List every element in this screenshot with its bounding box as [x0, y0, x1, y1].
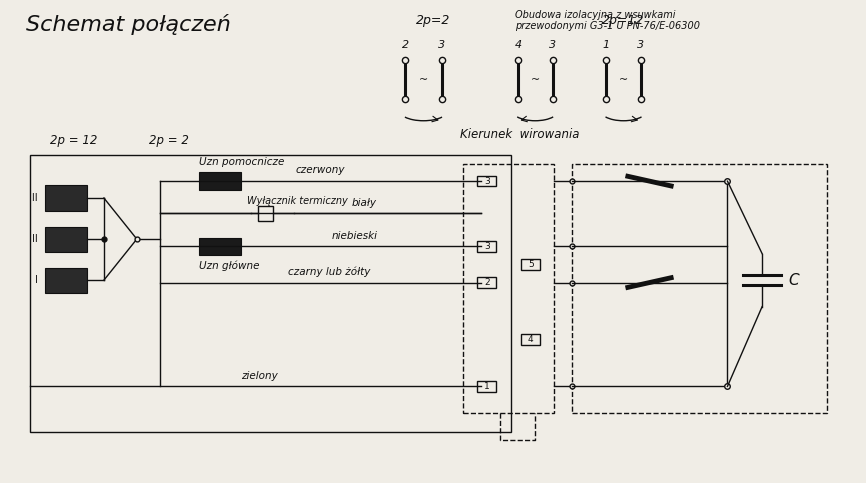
Bar — [572, 164, 827, 413]
Text: Schemat połączeń: Schemat połączeń — [26, 14, 231, 35]
Text: Uzn główne: Uzn główne — [199, 261, 260, 271]
Text: 4: 4 — [514, 40, 521, 50]
Text: 2p = 12: 2p = 12 — [50, 134, 97, 147]
Bar — [521, 259, 540, 270]
Text: 3: 3 — [484, 177, 489, 185]
Bar — [463, 164, 554, 413]
Text: 2p=2: 2p=2 — [416, 14, 450, 28]
Bar — [521, 334, 540, 345]
Bar — [45, 185, 87, 211]
Text: Kierunek  wirowania: Kierunek wirowania — [460, 128, 579, 141]
Text: Obudowa izolacyjna z wsuwkami
przewodonymi G3-1 U PN-76/E-06300: Obudowa izolacyjna z wsuwkami przewodony… — [515, 10, 701, 31]
Text: 3: 3 — [549, 40, 556, 50]
Text: II: II — [32, 234, 38, 244]
Bar — [45, 227, 87, 252]
Text: zielony: zielony — [242, 370, 278, 381]
Text: C: C — [788, 272, 798, 288]
Text: 3: 3 — [438, 40, 445, 50]
Text: 3: 3 — [484, 242, 489, 251]
Text: Uzn pomocnicze: Uzn pomocnicze — [199, 156, 285, 167]
Text: 2: 2 — [484, 278, 489, 287]
Text: czarny lub żółty: czarny lub żółty — [288, 266, 371, 277]
Text: III: III — [29, 193, 38, 203]
Text: 4: 4 — [528, 335, 533, 344]
Text: 3: 3 — [637, 40, 644, 50]
Bar — [45, 268, 87, 293]
Bar — [477, 381, 496, 392]
Text: 2: 2 — [402, 40, 409, 50]
Text: ~: ~ — [619, 75, 628, 85]
Bar — [477, 241, 496, 252]
Bar — [199, 172, 241, 190]
Text: biały: biały — [352, 198, 376, 208]
Text: 1: 1 — [603, 40, 610, 50]
Text: 1: 1 — [484, 382, 489, 391]
Bar — [199, 238, 241, 255]
Text: 2p=12: 2p=12 — [603, 14, 644, 28]
Text: 2p = 2: 2p = 2 — [149, 134, 189, 147]
Text: Wyłącznik termiczny: Wyłącznik termiczny — [247, 196, 347, 206]
Bar — [30, 155, 511, 432]
Text: ~: ~ — [531, 75, 540, 85]
Bar — [477, 277, 496, 288]
Text: I: I — [36, 275, 38, 285]
Bar — [258, 206, 273, 221]
Bar — [477, 176, 496, 186]
Text: 5: 5 — [528, 260, 533, 269]
Text: ~: ~ — [419, 75, 428, 85]
Text: niebieski: niebieski — [332, 230, 378, 241]
Text: czerwony: czerwony — [295, 165, 346, 175]
